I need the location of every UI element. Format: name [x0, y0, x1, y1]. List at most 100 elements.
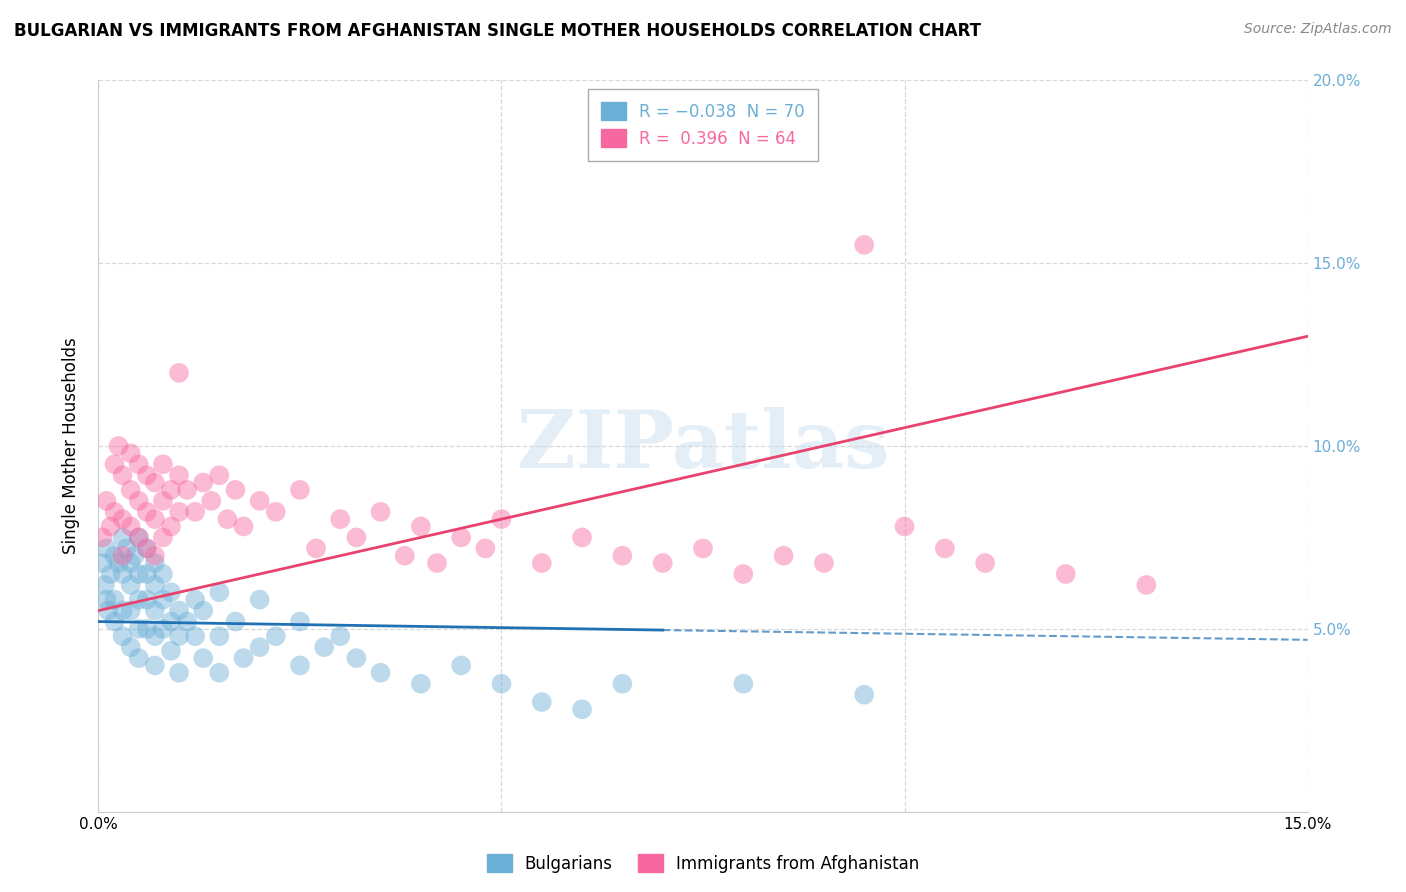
Point [111, 468, 134, 483]
Point [733, 567, 755, 582]
Point [329, 512, 352, 526]
Point [111, 549, 134, 563]
Point [103, 615, 125, 629]
Point [184, 629, 207, 643]
Point [733, 676, 755, 690]
Point [232, 519, 254, 533]
Point [143, 603, 166, 617]
Point [893, 519, 915, 533]
Point [135, 468, 157, 483]
Point [152, 494, 174, 508]
Point [94, 578, 117, 592]
Point [143, 578, 166, 592]
Point [224, 615, 246, 629]
Point [143, 512, 166, 526]
Point [249, 592, 271, 607]
Point [974, 556, 997, 570]
Point [612, 676, 634, 690]
Point [96, 592, 118, 607]
Point [135, 622, 157, 636]
Point [107, 556, 129, 570]
Point [692, 541, 714, 556]
Point [120, 519, 142, 533]
Point [651, 556, 673, 570]
Point [135, 505, 157, 519]
Point [167, 505, 190, 519]
Point [143, 658, 166, 673]
Point [450, 530, 472, 544]
Point [571, 702, 593, 716]
Point [193, 651, 215, 665]
Point [103, 457, 125, 471]
Point [128, 592, 150, 607]
Point [152, 567, 174, 582]
Point [200, 494, 222, 508]
Point [305, 541, 328, 556]
Point [208, 629, 231, 643]
Point [394, 549, 416, 563]
Point [1054, 567, 1077, 582]
Text: BULGARIAN VS IMMIGRANTS FROM AFGHANISTAN SINGLE MOTHER HOUSEHOLDS CORRELATION CH: BULGARIAN VS IMMIGRANTS FROM AFGHANISTAN… [14, 22, 981, 40]
Point [160, 644, 183, 658]
Point [329, 629, 352, 643]
Point [91, 530, 114, 544]
Point [128, 530, 150, 544]
Point [426, 556, 449, 570]
Point [107, 439, 129, 453]
Point [370, 665, 392, 680]
Point [249, 494, 271, 508]
Point [314, 640, 336, 655]
Point [167, 629, 190, 643]
Point [288, 615, 311, 629]
Point [160, 615, 183, 629]
Point [288, 658, 311, 673]
Point [160, 483, 183, 497]
Point [217, 512, 239, 526]
Point [111, 567, 134, 582]
Point [152, 592, 174, 607]
Point [135, 567, 157, 582]
Point [128, 457, 150, 471]
Point [167, 665, 190, 680]
Point [1135, 578, 1157, 592]
Point [91, 556, 114, 570]
Point [571, 530, 593, 544]
Point [813, 556, 835, 570]
Point [135, 592, 157, 607]
Point [160, 585, 183, 599]
Point [143, 629, 166, 643]
Point [103, 505, 125, 519]
Point [128, 651, 150, 665]
Point [224, 483, 246, 497]
Point [160, 519, 183, 533]
Point [193, 475, 215, 490]
Point [208, 585, 231, 599]
Point [120, 640, 142, 655]
Point [530, 695, 553, 709]
Point [853, 238, 876, 252]
Point [100, 519, 122, 533]
Text: Source: ZipAtlas.com: Source: ZipAtlas.com [1244, 22, 1392, 37]
Point [152, 530, 174, 544]
Point [344, 651, 367, 665]
Legend: R = −0.038  N = 70, R =  0.396  N = 64: R = −0.038 N = 70, R = 0.396 N = 64 [588, 88, 818, 161]
Point [96, 541, 118, 556]
Point [120, 446, 142, 460]
Point [491, 512, 513, 526]
Point [232, 651, 254, 665]
Y-axis label: Single Mother Households: Single Mother Households [62, 338, 80, 554]
Point [124, 549, 146, 563]
Point [184, 505, 207, 519]
Point [264, 629, 287, 643]
Point [264, 505, 287, 519]
Point [111, 530, 134, 544]
Point [103, 549, 125, 563]
Point [96, 494, 118, 508]
Point [167, 603, 190, 617]
Point [772, 549, 794, 563]
Legend: Bulgarians, Immigrants from Afghanistan: Bulgarians, Immigrants from Afghanistan [479, 847, 927, 880]
Point [115, 541, 138, 556]
Point [111, 603, 134, 617]
Point [208, 665, 231, 680]
Point [167, 366, 190, 380]
